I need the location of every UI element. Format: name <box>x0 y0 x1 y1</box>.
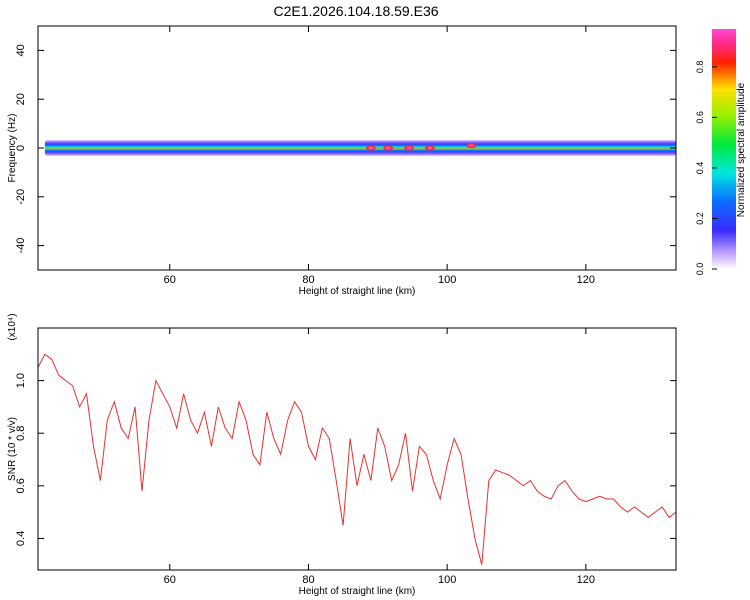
spectral-peak-core <box>406 146 412 150</box>
x-tick-label: 120 <box>577 574 595 586</box>
x-tick-label: 100 <box>438 274 456 286</box>
colorbar-tick-label: 0.4 <box>695 162 705 175</box>
y-tick-label: -20 <box>15 189 27 205</box>
x-tick-label: 80 <box>302 274 314 286</box>
x-axis-label: Height of straight line (km) <box>299 286 416 297</box>
spectral-peak-core <box>468 144 474 147</box>
y-tick-label: 20 <box>15 93 27 105</box>
spectral-peak-core <box>427 146 433 150</box>
x-tick-label: 60 <box>164 574 176 586</box>
snr-series-line <box>38 353 676 565</box>
colorbar-tick-label: 0.8 <box>695 61 705 74</box>
colorbar-label: Normalized spectral amplitude <box>736 82 747 217</box>
colorbar-tick-label: 0.6 <box>695 111 705 124</box>
y-tick-label: 0.4 <box>15 531 27 546</box>
x-tick-label: 80 <box>302 574 314 586</box>
y-tick-label: 0.6 <box>15 478 27 493</box>
y-axis-label: Frequency (Hz) <box>7 114 18 183</box>
y-tick-label: 0 <box>15 145 27 151</box>
x-tick-label: 100 <box>438 574 456 586</box>
x-axis-label: Height of straight line (km) <box>299 586 416 597</box>
y-tick-label: 1.0 <box>15 373 27 388</box>
y-multiplier-label: (x10⁴) <box>7 313 18 340</box>
spectral-peak-core <box>385 146 391 150</box>
chart-title: C2E1.2026.104.18.59.E36 <box>273 3 439 19</box>
plot-frame <box>37 327 677 571</box>
y-tick-label: 0.8 <box>15 426 27 441</box>
colorbar-tick-label: 0.2 <box>695 212 705 225</box>
y-tick-label: -40 <box>15 238 27 254</box>
y-axis-label: SNR (10 * v/v) <box>7 417 18 481</box>
x-tick-label: 120 <box>577 274 595 286</box>
x-tick-label: 60 <box>164 274 176 286</box>
snr-line-chart: 60 80 100 120 0.4 0.6 0.8 1.0 Height of straight… <box>7 313 677 597</box>
colorbar-tick-label: 0.0 <box>695 263 705 276</box>
spectrogram-chart: 60 80 100 120 -40 -20 0 20 40 Height of straight … <box>7 25 747 297</box>
colorbar <box>712 29 736 269</box>
y-tick-label: 40 <box>15 44 27 56</box>
spectral-peak-core <box>368 146 374 150</box>
